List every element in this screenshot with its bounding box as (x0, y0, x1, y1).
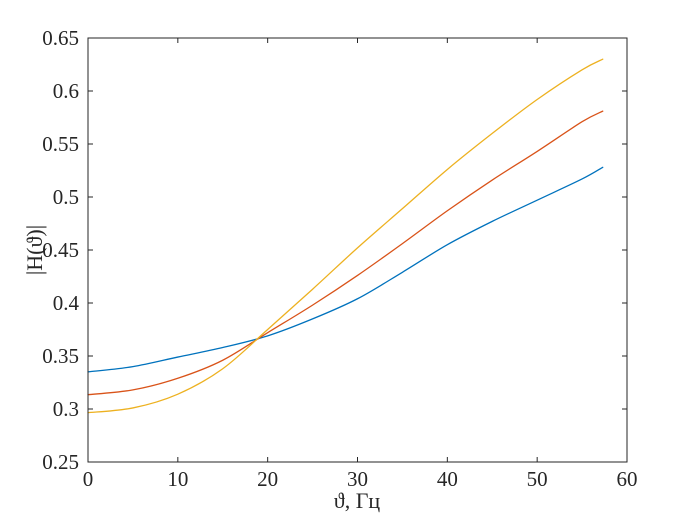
y-tick-label: 0.35 (42, 344, 79, 368)
x-tick-label: 0 (83, 467, 94, 491)
x-tick-label: 40 (437, 467, 458, 491)
x-tick-label: 10 (167, 467, 188, 491)
x-axis-label: ϑ, Гц (334, 488, 381, 513)
curve-orange (87, 110, 604, 396)
y-tick-label: 0.55 (42, 132, 79, 156)
curve-blue (87, 166, 604, 373)
plot-background (88, 38, 627, 462)
y-tick-label: 0.3 (53, 397, 79, 421)
plot-box (87, 37, 628, 463)
y-tick-label: 0.25 (42, 450, 79, 474)
y-tick-label: 0.6 (53, 79, 79, 103)
x-tick-label: 50 (527, 467, 548, 491)
y-axis-label: |H(ϑ)| (22, 225, 47, 275)
x-tick-label: 20 (257, 467, 278, 491)
series-lines (87, 58, 604, 414)
x-tick-labels: 0 10 20 30 40 50 60 (83, 467, 638, 491)
x-tick-label: 30 (347, 467, 368, 491)
y-tick-label: 0.45 (42, 238, 79, 262)
y-tick-labels: 0.25 0.3 0.35 0.4 0.45 0.5 0.55 0.6 0.65 (42, 26, 79, 474)
curve-yellow (87, 58, 604, 414)
y-tick-label: 0.5 (53, 185, 79, 209)
y-tick-label: 0.4 (53, 291, 80, 315)
y-tick-label: 0.65 (42, 26, 79, 50)
x-tick-label: 60 (617, 467, 638, 491)
